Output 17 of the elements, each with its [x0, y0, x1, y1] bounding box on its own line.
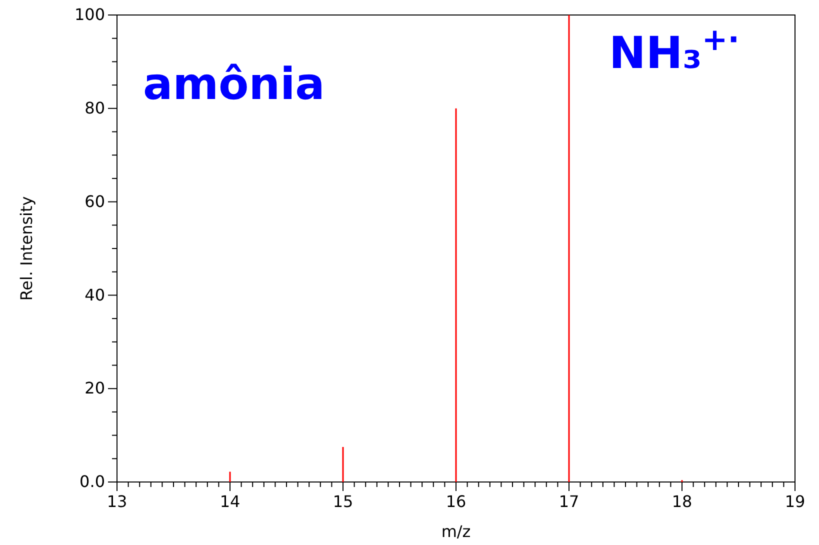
y-tick-label: 20 [84, 378, 105, 398]
annotation: amônia [143, 59, 325, 110]
x-tick-label: 13 [106, 492, 128, 511]
x-tick-label: 15 [332, 492, 354, 511]
x-tick-label: 18 [672, 492, 692, 511]
y-tick-label: 60 [84, 192, 105, 211]
x-tick-label: 17 [558, 492, 580, 511]
x-tick-label: 16 [446, 492, 466, 511]
x-tick-label: 19 [784, 492, 806, 511]
annotation: NH₃$^{+·}$ [609, 22, 740, 79]
y-tick-label: 0.0 [80, 472, 105, 492]
y-tick-label: 100 [74, 5, 105, 24]
x-axis-title: m/z [441, 522, 471, 541]
y-tick-label: 40 [84, 285, 105, 304]
y-tick-label: 80 [84, 98, 105, 118]
y-axis-title: Rel. Intensity [17, 196, 36, 301]
x-tick-label: 14 [220, 492, 240, 511]
